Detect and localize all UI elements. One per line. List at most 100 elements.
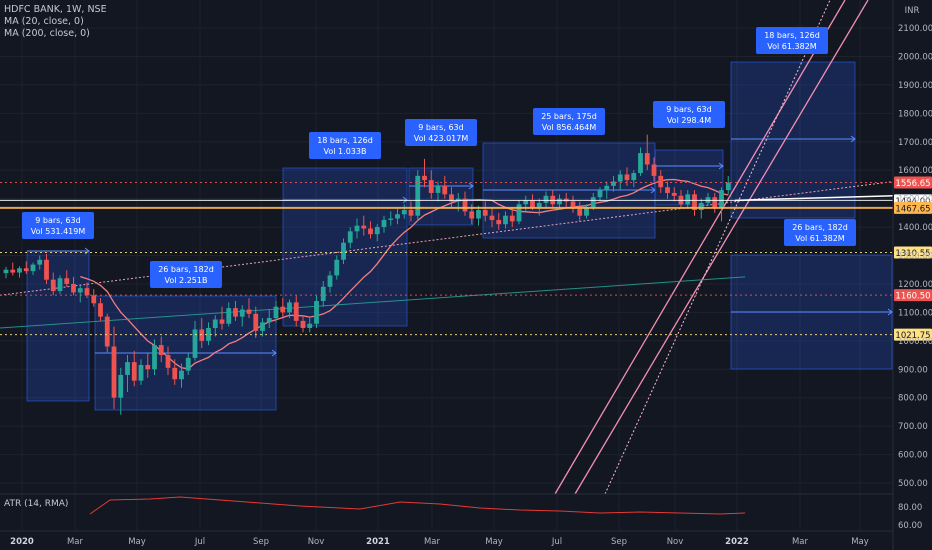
candle-body — [604, 185, 610, 191]
price-tick-label: 1700.00 — [898, 138, 932, 148]
candle-body — [185, 357, 191, 371]
range-label-box — [756, 27, 828, 54]
candle-body — [584, 207, 589, 216]
candle-body — [536, 202, 542, 208]
candle-body — [77, 288, 83, 293]
range-label-box — [22, 212, 94, 239]
range-label-vol: Vol 423.017M — [414, 134, 469, 143]
price-badge-label: 1556.65 — [895, 179, 930, 189]
candle-body — [347, 231, 353, 243]
candle-body — [712, 197, 718, 208]
price-tick-label: 1800.00 — [898, 109, 932, 119]
grid — [0, 0, 893, 530]
candle-body — [395, 214, 400, 219]
candle-body — [192, 329, 198, 358]
price-badge — [894, 176, 932, 189]
price-tick-label: 1900.00 — [898, 81, 932, 91]
time-tick-label: 2022 — [725, 537, 749, 547]
candle-body — [631, 173, 637, 181]
steep-line-dotted — [604, 0, 831, 495]
candle-body — [280, 306, 286, 313]
range-label-vol: Vol 1.033B — [324, 147, 367, 156]
atr-line — [89, 496, 746, 515]
price-tick-label: 600.00 — [898, 451, 928, 461]
steep-line-2 — [574, 0, 869, 495]
candle-body — [320, 286, 326, 301]
candle-body — [354, 225, 360, 232]
current-level-line — [734, 195, 894, 202]
candle-body — [590, 197, 596, 208]
price-badge-label: 1160.50 — [895, 292, 930, 302]
range-label-bars: 26 bars, 182d — [158, 265, 214, 274]
candle-body — [152, 345, 157, 370]
range-arrowhead — [468, 182, 474, 190]
candle-body — [300, 320, 306, 329]
range-label-box — [309, 132, 381, 159]
candle-body — [415, 175, 421, 216]
range-label-box — [784, 219, 856, 246]
currency-label: INR — [905, 6, 920, 16]
price-tick-label: 1100.00 — [898, 308, 932, 318]
range-label-box — [150, 261, 222, 288]
candle-body — [131, 362, 137, 381]
candle-body — [462, 198, 468, 212]
price-tick-label: 2000.00 — [898, 52, 932, 62]
range-labels: 9 bars, 63d Vol 531.419M 26 bars, 182d Vol … — [22, 27, 856, 288]
price-axis[interactable]: INR 500.00 600.00 700.00 800.00 900.00 1000.00… — [892, 0, 932, 550]
candle-body — [118, 374, 124, 398]
candle-body — [3, 269, 9, 274]
candle-body — [253, 313, 259, 331]
candle-body — [307, 323, 313, 329]
candle-body — [428, 180, 434, 193]
range-arrowhead — [887, 308, 893, 316]
candle-body — [138, 364, 144, 381]
candle-body — [239, 309, 245, 317]
candle-body — [617, 174, 623, 182]
price-tick-label: 800.00 — [898, 394, 928, 404]
candle-body — [260, 322, 265, 331]
candle-body — [37, 259, 43, 265]
candle-body — [543, 195, 549, 203]
ma200-legend[interactable]: MA (200, close, 0) — [4, 28, 90, 39]
time-tick-label: 2021 — [366, 537, 390, 547]
candle-body — [496, 219, 502, 225]
candle-body — [408, 210, 414, 216]
candle-body — [368, 228, 373, 235]
candle-body — [44, 259, 49, 280]
time-tick-label: Mar — [67, 537, 84, 547]
time-tick-label: Sep — [253, 537, 269, 547]
candle-body — [71, 283, 76, 293]
candle-body — [17, 268, 22, 273]
candle-body — [246, 309, 252, 314]
candle-body — [98, 303, 103, 317]
candle-body — [597, 190, 603, 198]
time-axis[interactable]: 2020 Mar May Jul Sep Nov 2021 Mar May Jul Sep Nov 20… — [0, 530, 893, 547]
candle-body — [671, 192, 677, 196]
candle-body — [401, 210, 407, 215]
candle-body — [719, 190, 724, 208]
candle-body — [557, 198, 562, 205]
price-tick-label: 1200.00 — [898, 280, 932, 290]
candle-body — [226, 308, 232, 324]
candle-body — [206, 328, 211, 341]
time-tick-label: Jul — [194, 537, 205, 547]
ma200-line — [0, 276, 746, 329]
ma20-legend[interactable]: MA (20, close, 0) — [4, 16, 84, 27]
range-label-vol: Vol 298.4M — [667, 116, 711, 125]
range-label-bars: 18 bars, 126d — [317, 136, 373, 145]
range-label-bars: 9 bars, 63d — [418, 123, 463, 132]
candle-body — [725, 182, 731, 191]
range-arrowhead — [84, 247, 90, 255]
candle-body — [449, 194, 454, 202]
candle-body — [658, 175, 664, 188]
atr-tick-label: 80.00 — [898, 503, 922, 513]
range-label-box — [405, 119, 477, 146]
price-tick-label: 500.00 — [898, 479, 928, 489]
symbol-title[interactable]: HDFC BANK, 1W, NSE — [4, 4, 107, 15]
candle-body — [104, 316, 110, 347]
candle-body — [172, 367, 178, 380]
range-label-bars: 26 bars, 182d — [792, 223, 848, 232]
candle-body — [50, 279, 56, 292]
candle-body — [644, 153, 650, 165]
